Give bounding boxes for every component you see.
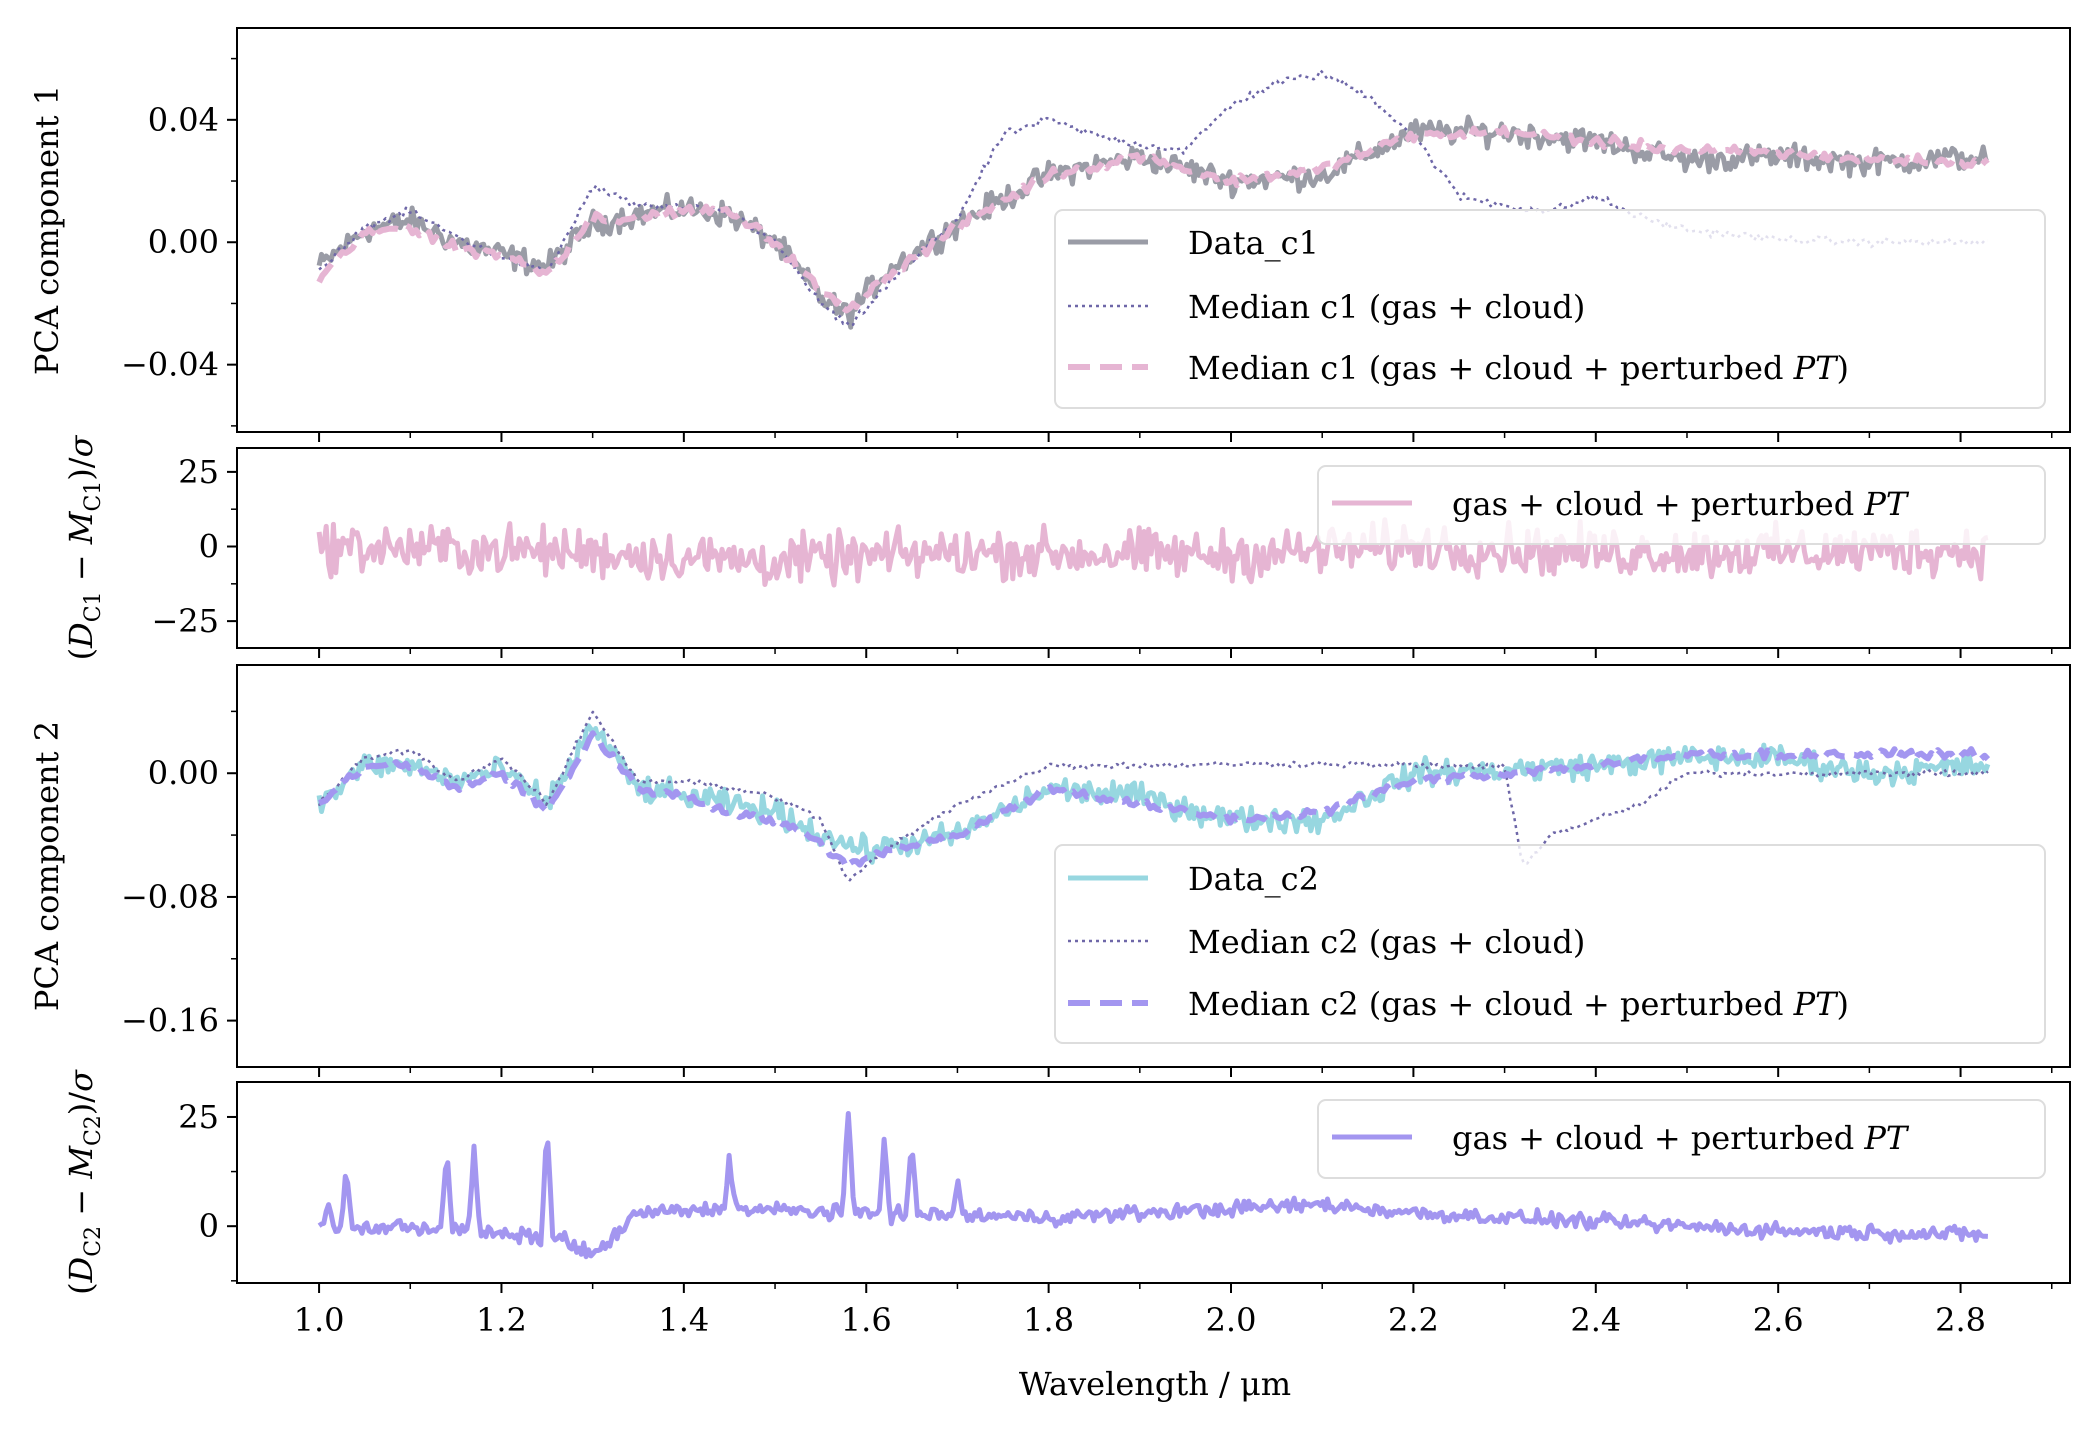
x-axis-label: Wavelength / μm: [1019, 1365, 1291, 1403]
legend-label-resid2: gas + cloud + perturbed PT: [1452, 1119, 1910, 1157]
y-axis-label-resid1: (DC1 − MC1)/σ: [62, 434, 106, 660]
legend-part: PT: [1863, 485, 1910, 523]
ylabel-part: σ: [62, 1069, 100, 1092]
y-tick-label: −0.08: [121, 878, 219, 916]
legend-part: ): [1836, 349, 1848, 387]
series-line-resid1-0: [316, 517, 1989, 588]
axes-frame-resid1: [236, 447, 2071, 649]
ylabel-part: M: [62, 1145, 100, 1180]
ylabel-part: D: [62, 622, 100, 649]
y-tick-label: 0.04: [148, 101, 219, 139]
ylabel-part: −: [62, 544, 100, 591]
axes-frame-pca2: [236, 664, 2071, 1068]
legend-label-data-c1: Data_c1: [1188, 224, 1319, 262]
legend-part: ): [1836, 985, 1848, 1023]
y-axis-label-resid2: (DC2 − MC2)/σ: [62, 1069, 106, 1295]
legend-part: Median c1 (gas + cloud + perturbed: [1188, 349, 1794, 387]
legend-label-median-c1: Median c1 (gas + cloud): [1188, 288, 1585, 326]
legend-frame: [1317, 465, 2046, 545]
legend-label-median-c2-pt: Median c2 (gas + cloud + perturbed PT): [1188, 985, 1849, 1023]
y-axis-label-pca2: PCA component 2: [28, 721, 66, 1011]
y-tick-label: 25: [178, 1098, 219, 1136]
panel-resid2: 25 0: [178, 1081, 2071, 1293]
ylabel-part: M: [62, 510, 100, 545]
x-tick-label: 2.0: [1206, 1301, 1257, 1339]
legend-label-median-c2: Median c2 (gas + cloud): [1188, 923, 1585, 961]
x-tick-label: 1.6: [841, 1301, 892, 1339]
legend-part: PT: [1863, 1119, 1910, 1157]
series-line-pca2-1: [317, 710, 1989, 882]
x-tick-label: 2.6: [1753, 1301, 1804, 1339]
legend-resid1: gas + cloud + perturbed PT: [1317, 465, 2046, 545]
legend-part: gas + cloud + perturbed: [1452, 1119, 1864, 1157]
ylabel-part: (: [62, 648, 100, 660]
legend-part: PT: [1793, 349, 1840, 387]
y-tick-label: −25: [151, 602, 219, 640]
y-tick-label: 0.00: [148, 223, 219, 261]
y-tick-label: −0.16: [121, 1002, 219, 1040]
legend-pca2: Data_c2 Median c2 (gas + cloud) Median c…: [1054, 844, 2046, 1044]
axes-frame-resid2: [236, 1081, 2071, 1284]
x-tick-label: 2.4: [1570, 1301, 1621, 1339]
x-tick-label: 1.0: [294, 1301, 345, 1339]
y-tick-label: 25: [178, 453, 219, 491]
legend-part: gas + cloud + perturbed: [1452, 485, 1864, 523]
ylabel-part: )/: [62, 457, 100, 480]
legend-label-resid1: gas + cloud + perturbed PT: [1452, 485, 1910, 523]
y-axis-label-pca1: PCA component 1: [28, 85, 66, 375]
x-tick-label: 1.4: [658, 1301, 709, 1339]
series-group-resid2: [317, 1111, 1989, 1260]
ylabel-part: D: [62, 1257, 100, 1284]
ylabel-part: C1: [81, 591, 106, 622]
ylabel-part: C2: [81, 1115, 106, 1146]
series-group-resid1: [316, 517, 1989, 588]
panel-pca2: 0.00 −0.08 −0.16: [121, 664, 2071, 1077]
series-group-pca2: [316, 710, 1991, 882]
panel-pca1: 0.04 0.00 −0.04: [121, 27, 2071, 442]
legend-part: Median c2 (gas + cloud + perturbed: [1188, 985, 1794, 1023]
legend-label-median-c1-pt: Median c1 (gas + cloud + perturbed PT): [1188, 349, 1849, 387]
y-tick-label: −0.04: [121, 346, 219, 384]
ylabel-part: −: [62, 1179, 100, 1226]
ylabel-part: (: [62, 1282, 100, 1294]
ylabel-part: )/: [62, 1092, 100, 1115]
ylabel-part: C2: [81, 1226, 106, 1257]
axes-frame-pca1: [236, 27, 2071, 433]
panel-resid1: 25 0 −25: [151, 447, 2071, 658]
x-tick-label: 1.8: [1023, 1301, 1074, 1339]
legend-frame: [1054, 209, 2046, 409]
y-tick-label: 0: [199, 1207, 219, 1245]
series-line-pca1-0: [316, 114, 1989, 330]
y-tick-label: 0.00: [148, 754, 219, 792]
legend-frame: [1054, 844, 2046, 1044]
ylabel-part: σ: [62, 434, 100, 457]
ylabel-part: C1: [81, 481, 106, 512]
legend-frame: [1317, 1099, 2046, 1179]
legend-resid2: gas + cloud + perturbed PT: [1317, 1099, 2046, 1179]
legend-label-data-c2: Data_c2: [1188, 860, 1319, 898]
series-line-pca2-2: [318, 730, 1991, 871]
x-tick-label: 2.8: [1935, 1301, 1986, 1339]
x-tick-label: 2.2: [1388, 1301, 1439, 1339]
y-tick-label: 0: [199, 528, 219, 566]
series-line-resid2-0: [317, 1111, 1989, 1260]
legend-pca1: Data_c1 Median c1 (gas + cloud) Median c…: [1054, 209, 2046, 409]
series-line-pca2-0: [316, 723, 1991, 865]
x-tick-label: 1.2: [476, 1301, 527, 1339]
legend-part: PT: [1793, 985, 1840, 1023]
series-line-pca1-2: [316, 124, 1990, 314]
